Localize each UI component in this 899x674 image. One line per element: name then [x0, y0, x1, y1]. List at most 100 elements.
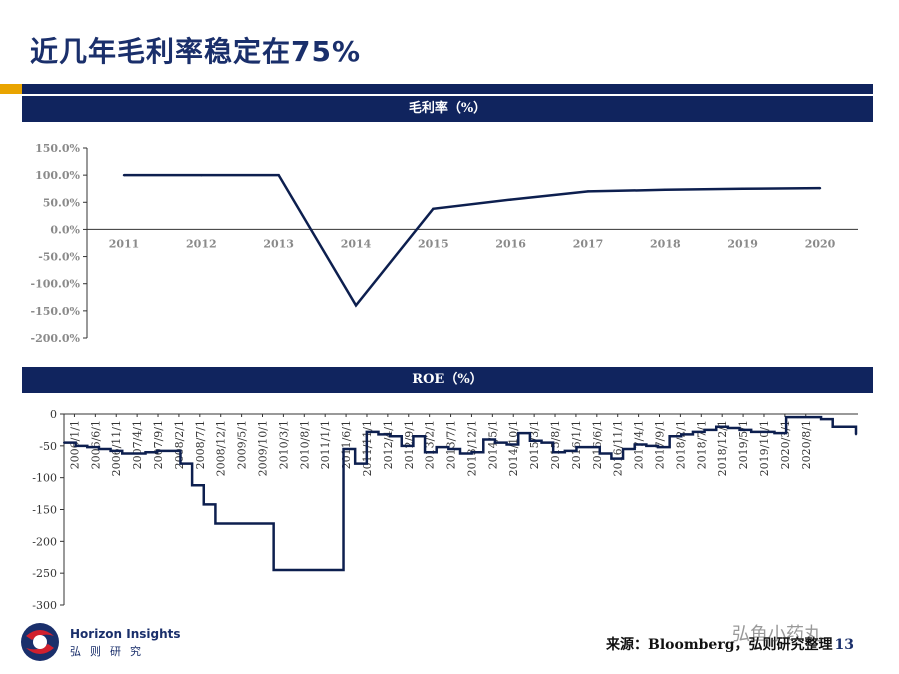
chart2-data-point	[785, 416, 788, 419]
chart2-data-point	[377, 433, 380, 436]
chart1-x-tick-label: 2013	[263, 237, 294, 250]
chart1-title-bar: 毛利率（%）	[22, 96, 873, 122]
chart1-x-tick-label: 2011	[109, 237, 140, 250]
chart2-data-point	[237, 522, 240, 525]
chart2-x-tick-label: 2020/8/1	[800, 420, 813, 469]
chart2-x-tick-label: 2011/11/1	[361, 420, 374, 476]
page-title: 近几年毛利率稳定在75%	[30, 35, 362, 68]
chart2-x-tick-label: 2017/9/1	[654, 420, 667, 469]
chart2-x-tick-label: 2008/7/1	[194, 420, 207, 469]
chart2-data-point	[400, 444, 403, 447]
chart2-data-point	[167, 449, 170, 452]
chart2-x-tick-label: 2010/3/1	[277, 420, 290, 469]
chart1-x-tick-label: 2016	[495, 237, 526, 250]
chart2-data-point	[226, 522, 229, 525]
chart2-y-tick-label: -50	[39, 440, 57, 453]
chart2-data-point	[389, 435, 392, 438]
chart2-x-tick-label: 2011/1/1	[319, 420, 332, 469]
chart2-x-tick-label: 2018/7/1	[695, 420, 708, 469]
chart2-data-point	[657, 446, 659, 449]
chart1-data-point	[122, 173, 126, 177]
chart2-data-point	[365, 430, 368, 433]
chart2-x-tick-label: 2020/3/1	[779, 420, 792, 469]
chart2-data-point	[261, 522, 263, 525]
chart2-data-point	[517, 432, 520, 435]
chart2-data-point	[249, 522, 252, 525]
chart2-series-line	[64, 415, 858, 572]
chart2-data-point	[505, 443, 508, 446]
chart1-x-tick-label: 2020	[805, 237, 836, 250]
chart2-data-point	[74, 444, 77, 447]
chart2-data-point	[540, 441, 543, 444]
chart2-data-point	[156, 449, 159, 452]
chart2-data-point	[272, 568, 275, 571]
chart2-data-point	[703, 428, 706, 431]
chart2-x-tick-label: 2009/5/1	[236, 420, 249, 469]
chart2-data-point	[295, 568, 298, 571]
chart2-data-point	[109, 449, 112, 452]
chart2-x-tick-label: 2012/4/1	[382, 420, 395, 469]
chart2-data-point	[63, 441, 65, 444]
chart1-data-point	[200, 173, 203, 177]
chart2-data-point	[645, 444, 648, 447]
chart2-x-tick-label: 2014/5/1	[486, 420, 499, 469]
chart2-data-point	[528, 439, 531, 442]
page-number: 13	[834, 637, 854, 653]
chart2-x-tick-label: 2008/2/1	[173, 420, 186, 469]
chart2-y-tick-label: -200	[32, 535, 57, 548]
chart2-data-point	[715, 425, 718, 428]
chart2-data-point	[330, 568, 333, 571]
chart2-data-point	[691, 430, 694, 433]
chart1-y-tick-label: -200.0%	[31, 332, 81, 345]
chart2-data-point	[750, 430, 753, 433]
chart2-data-point	[493, 441, 496, 444]
chart1-data-point	[664, 188, 667, 191]
logo-icon	[21, 623, 59, 661]
chart1-data-point	[741, 187, 744, 190]
chart2-x-tick-label: 2006/1/1	[68, 420, 81, 469]
chart1-x-tick-label: 2014	[341, 237, 372, 250]
chart2-x-tick-label: 2010/8/1	[298, 420, 311, 469]
chart1-series-line	[124, 173, 821, 308]
chart2-data-point	[761, 430, 764, 433]
chart1-x-tick-label: 2015	[418, 237, 449, 250]
chart2-data-point	[668, 435, 671, 438]
accent-rule	[0, 84, 22, 94]
chart2-y-tick-label: -100	[32, 472, 57, 485]
chart2-data-point	[179, 462, 182, 465]
chart2-x-tick-label: 2013/7/1	[445, 420, 458, 469]
chart1-x-tick-label: 2018	[650, 237, 681, 250]
chart2-data-point	[284, 568, 287, 571]
chart2-x-tick-label: 2009/10/1	[257, 420, 270, 476]
source-text: 来源：Bloomberg，弘则研究整理	[606, 637, 833, 653]
header-rule	[22, 84, 873, 94]
chart2-data-point	[726, 427, 729, 430]
chart2-data-point	[319, 568, 322, 571]
chart2-data-point	[435, 446, 438, 449]
chart2-data-point	[598, 452, 601, 455]
chart2-x-tick-label: 2016/11/1	[612, 420, 625, 476]
chart1-y-tick-label: -150.0%	[31, 305, 81, 318]
source-note: 来源：Bloomberg，弘则研究整理 13	[606, 634, 854, 654]
chart2-data-point	[424, 451, 427, 454]
chart2-data-point	[470, 451, 473, 454]
chart2-y-tick-label: -150	[32, 504, 57, 517]
chart2-data-point	[773, 432, 776, 435]
chart2-data-point	[97, 448, 100, 451]
chart2-data-point	[563, 449, 566, 452]
chart2-y-tick-label: -300	[32, 599, 57, 612]
chart1-data-point	[818, 186, 822, 190]
chart2-data-point	[680, 433, 683, 436]
company-logo: Horizon Insights 弘则研究	[18, 620, 181, 664]
chart2-x-tick-label: 2015/3/1	[528, 420, 541, 469]
chart2-x-tick-label: 2019/5/1	[737, 420, 750, 469]
chart2-data-point	[191, 484, 194, 487]
chart2-data-point	[412, 435, 415, 438]
chart2-x-tick-label: 2014/10/1	[507, 420, 520, 476]
chart2-data-point	[86, 446, 89, 449]
chart2-data-point	[202, 503, 205, 506]
chart2-x-tick-label: 2011/6/1	[340, 420, 353, 469]
chart2-x-tick-label: 2019/10/1	[758, 420, 771, 476]
chart1-x-tick-label: 2012	[186, 237, 217, 250]
chart2-x-tick-label: 2006/6/1	[89, 420, 102, 469]
